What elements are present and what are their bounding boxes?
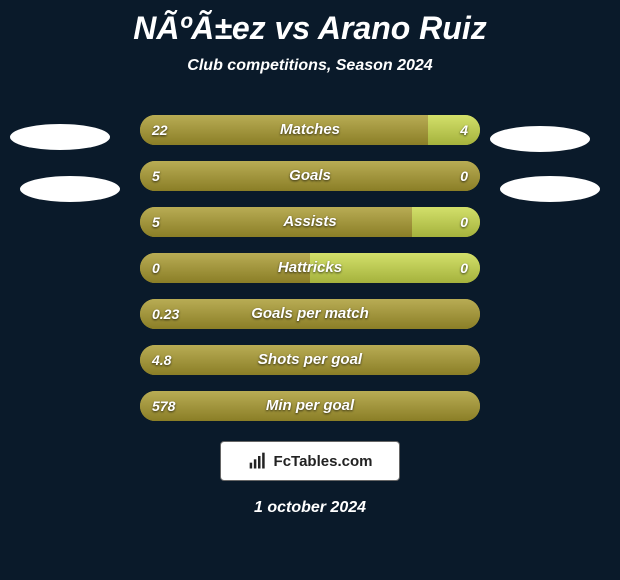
chart-icon (248, 451, 268, 471)
stat-label: Goals per match (140, 299, 480, 329)
side-ellipse (10, 124, 110, 150)
side-ellipse (490, 126, 590, 152)
page-subtitle: Club competitions, Season 2024 (0, 57, 620, 75)
date-label: 1 october 2024 (0, 499, 620, 517)
stat-row: 22Matches4 (140, 115, 480, 145)
side-ellipse (20, 176, 120, 202)
stat-row: 5Assists0 (140, 207, 480, 237)
stat-label: Assists (140, 207, 480, 237)
stat-label: Hattricks (140, 253, 480, 283)
stat-label: Shots per goal (140, 345, 480, 375)
footer-text: FcTables.com (274, 453, 373, 470)
page-title: NÃºÃ±ez vs Arano Ruiz (0, 0, 620, 47)
stat-label: Min per goal (140, 391, 480, 421)
stat-label: Matches (140, 115, 480, 145)
stat-row: 4.8Shots per goal (140, 345, 480, 375)
stat-row: 0.23Goals per match (140, 299, 480, 329)
stats-container: 22Matches45Goals05Assists00Hattricks00.2… (0, 115, 620, 421)
footer-badge[interactable]: FcTables.com (220, 441, 400, 481)
value-right: 0 (460, 207, 468, 237)
value-right: 4 (460, 115, 468, 145)
value-right: 0 (460, 253, 468, 283)
stat-label: Goals (140, 161, 480, 191)
stat-row: 0Hattricks0 (140, 253, 480, 283)
stat-row: 578Min per goal (140, 391, 480, 421)
value-right: 0 (460, 161, 468, 191)
stat-row: 5Goals0 (140, 161, 480, 191)
side-ellipse (500, 176, 600, 202)
